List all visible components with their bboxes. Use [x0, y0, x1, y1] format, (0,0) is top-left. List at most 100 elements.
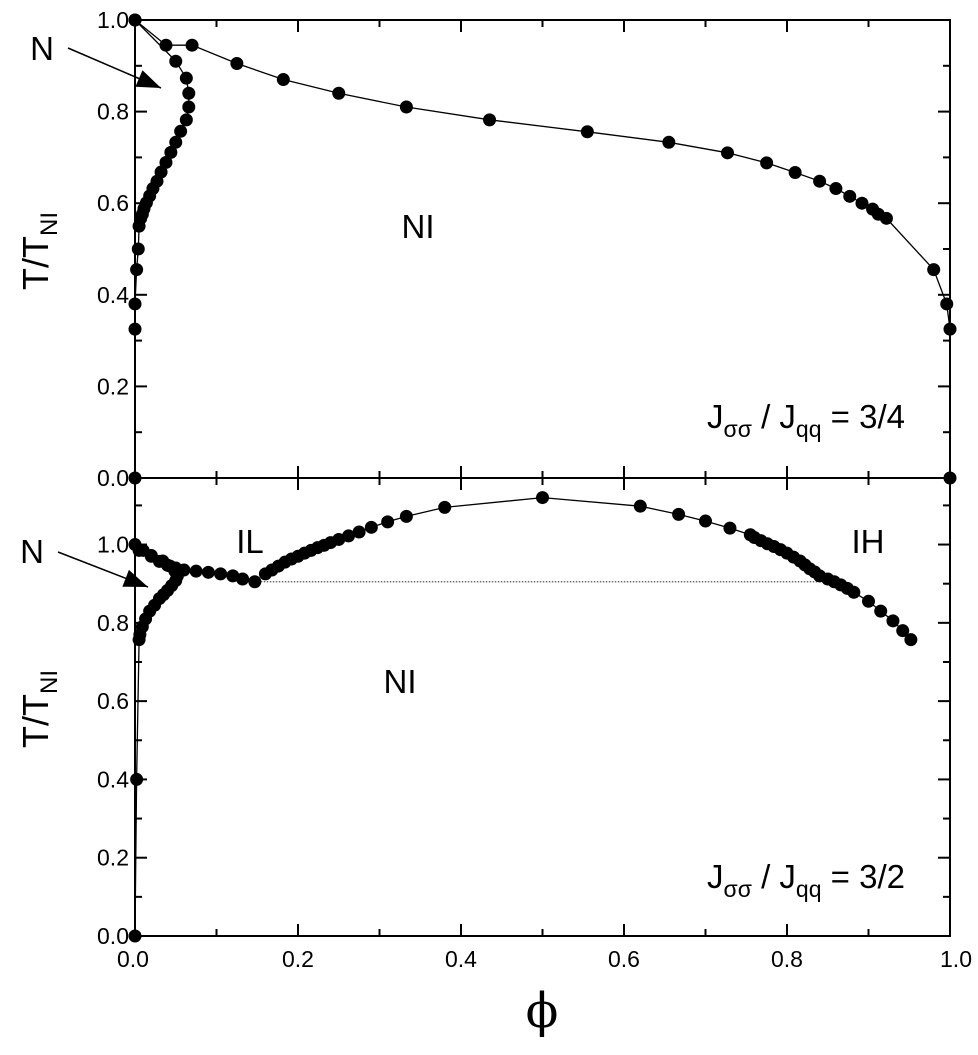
- top-series-0-point: [230, 57, 244, 71]
- bottom-series-2-point: [342, 529, 356, 543]
- top-series-0-point: [399, 100, 413, 114]
- bottom-series-1-point: [132, 633, 146, 647]
- top-series-1-point: [169, 54, 183, 68]
- coupling-sub-a: σσ: [724, 416, 752, 442]
- bottom-y-tick-label: 1.0: [97, 532, 129, 558]
- region-label-IL: IL: [236, 523, 264, 560]
- top-series-1-point: [159, 155, 173, 169]
- region-label-NI: NI: [402, 208, 435, 245]
- n-arrow-top-head: [135, 70, 161, 88]
- top-series-0-point: [662, 135, 676, 149]
- top-series-0-point: [855, 196, 869, 210]
- bottom-series-2-point: [352, 525, 366, 539]
- top-y-axis-title: T/TNI: [15, 212, 63, 290]
- bottom-series-2-point: [874, 604, 888, 618]
- top-series-0-point: [829, 182, 843, 196]
- x-axis-title-layer: ϕ: [526, 983, 559, 1039]
- top-series-1-point: [169, 135, 183, 149]
- coupling-tail: = 3/2: [822, 858, 905, 895]
- top-y-tick-label: 0.8: [97, 99, 129, 125]
- y-axis-title-sub: NI: [36, 212, 63, 236]
- y-axis-title-main: T/T: [15, 236, 56, 290]
- top-series-1-point: [179, 113, 193, 127]
- bottom-series-1-point: [144, 549, 158, 563]
- x-tick-label: 0.2: [282, 946, 314, 972]
- region-label-NI: NI: [384, 663, 417, 700]
- bottom-y-tick-label: 0.0: [97, 923, 129, 949]
- top-series-1-point: [179, 71, 193, 85]
- bottom-series-2-point: [896, 624, 910, 638]
- bottom-y-tick-label: 0.2: [97, 845, 129, 871]
- top-coupling-ratio-label: Jσσ / Jqq = 3/4: [707, 398, 905, 442]
- x-tick-label: 0.6: [608, 946, 640, 972]
- top-series-0-point: [185, 38, 199, 52]
- bottom-series-2-point: [886, 614, 900, 628]
- bottom-series-1-point: [128, 929, 142, 943]
- bottom-y-axis-title: T/TNI: [15, 670, 63, 748]
- bottom-series-0-point: [248, 575, 262, 589]
- bottom-series-0-point: [226, 569, 240, 583]
- top-series-1-point: [131, 242, 145, 256]
- bottom-series-2-point: [672, 507, 686, 521]
- top-y-tick-label: 0.6: [97, 190, 129, 216]
- coupling-J-b: / J: [752, 858, 796, 895]
- x-tick-label: 0.0: [117, 946, 149, 972]
- top-series-0-point: [943, 322, 957, 336]
- top-series-0-point: [159, 38, 173, 52]
- coupling-J-a: J: [707, 858, 724, 895]
- bottom-panel: 0.0 0.2 0.4 0.6 0.8 1.0 0.0 0.2 0.4 0.6 0.8 1.0 T/T…: [15, 477, 972, 972]
- y-axis-title-sub: NI: [36, 670, 63, 694]
- bottom-series-0-point: [201, 565, 215, 579]
- top-y-tick-label: 1.0: [97, 7, 129, 33]
- top-series-0-point: [483, 113, 497, 127]
- n-arrow-bottom-head: [122, 569, 148, 587]
- bottom-series-2-point: [904, 633, 918, 647]
- top-series-0-line: [134, 19, 951, 330]
- y-axis-title-main: T/T: [15, 694, 56, 748]
- coupling-sub-b: qq: [796, 416, 822, 442]
- bottom-series-1-point: [130, 772, 144, 786]
- x-tick-label: 1.0: [940, 946, 972, 972]
- top-y-tick-label: 0.0: [97, 465, 129, 491]
- bottom-series-2-point: [723, 521, 737, 535]
- top-series-0-point: [843, 189, 857, 203]
- top-series-0-point: [721, 146, 735, 160]
- top-series-0-point: [927, 263, 941, 277]
- bottom-series-2-point: [862, 594, 875, 608]
- bottom-series-2-point: [381, 515, 395, 529]
- bottom-series-0-point: [189, 564, 203, 578]
- bottom-series-2-point: [438, 500, 452, 514]
- top-series-points: [128, 13, 957, 485]
- bottom-y-tick-label: 0.8: [97, 610, 129, 636]
- bottom-series-2-point: [847, 585, 861, 599]
- top-series-0-point: [760, 156, 774, 170]
- top-y-tick-label: 0.2: [97, 373, 129, 399]
- bottom-series-2-point: [332, 532, 346, 546]
- bottom-series-2-point: [364, 520, 378, 534]
- top-series-0-point: [879, 211, 893, 225]
- top-series-1-point: [174, 124, 188, 138]
- bottom-series-2-point: [699, 514, 712, 528]
- top-series-1-point: [128, 297, 142, 311]
- region-label-IH: IH: [852, 523, 885, 560]
- top-series-0-point: [580, 125, 594, 139]
- top-series-1-point: [182, 86, 196, 100]
- top-series-1-point: [164, 145, 178, 159]
- bottom-series-0-point: [214, 567, 228, 581]
- top-series-0-point: [940, 297, 954, 311]
- top-series-1-point: [182, 100, 196, 114]
- bottom-series-0-point: [236, 572, 250, 586]
- top-series-1-point: [128, 13, 142, 27]
- bottom-axis-ticks: 0.0 0.2 0.4 0.6 0.8 1.0 0.0 0.2 0.4 0.6 0.8 1.0: [97, 478, 972, 972]
- bottom-series-points: [128, 491, 918, 943]
- bottom-y-tick-label: 0.4: [97, 766, 129, 792]
- top-series-1-point: [128, 322, 142, 336]
- region-label-N: N: [20, 533, 44, 570]
- x-tick-label: 0.4: [445, 946, 477, 972]
- x-axis-title: ϕ: [526, 983, 559, 1039]
- bottom-coupling-ratio-label: Jσσ / Jqq = 3/2: [707, 858, 905, 902]
- coupling-tail: = 3/4: [822, 398, 905, 435]
